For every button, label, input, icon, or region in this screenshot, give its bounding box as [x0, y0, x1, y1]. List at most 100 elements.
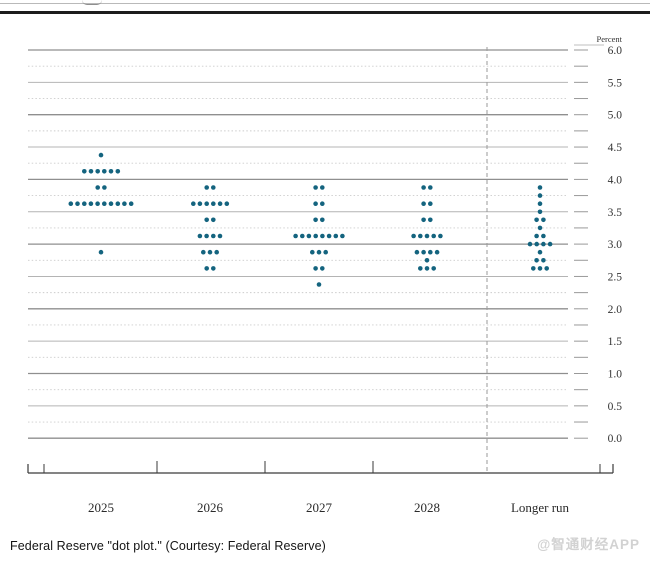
projection-dot: [424, 266, 430, 271]
x-category-label: 2025: [88, 500, 114, 515]
projection-dot: [102, 201, 107, 206]
projection-dot: [115, 201, 121, 206]
projection-dot: [122, 201, 127, 206]
x-category-label: 2027: [306, 500, 333, 515]
projection-dot: [527, 241, 533, 247]
projection-dot: [306, 233, 312, 239]
projection-dot: [421, 201, 426, 206]
projection-dot: [313, 217, 318, 223]
projection-dot: [411, 233, 416, 239]
projection-dot: [204, 266, 209, 271]
projection-dot: [541, 241, 546, 247]
projection-dot: [333, 233, 339, 239]
y-tick-label: 6.0: [608, 45, 623, 57]
projection-dot: [541, 233, 546, 239]
projection-dot: [128, 201, 134, 206]
top-thin-rule: [0, 3, 650, 4]
projection-dot: [108, 201, 114, 206]
projection-dot: [310, 249, 315, 255]
top-thick-rule: [0, 11, 650, 14]
projection-dot: [421, 185, 426, 190]
projection-dot: [201, 249, 206, 255]
y-tick-label: 2.0: [608, 304, 623, 316]
projection-dot: [316, 249, 322, 255]
projection-dot: [300, 233, 305, 239]
projection-dot: [68, 201, 74, 206]
y-tick-label: 3.0: [608, 239, 623, 251]
projection-dot: [211, 185, 216, 190]
top-scribble-mark: [82, 0, 102, 5]
projection-dot: [320, 266, 325, 271]
projection-dot: [544, 266, 549, 271]
projection-dot: [316, 282, 322, 287]
projection-dot: [537, 266, 543, 271]
y-tick-label: 1.5: [608, 336, 623, 348]
projection-dot: [534, 241, 539, 247]
x-category-label: 2026: [197, 500, 224, 515]
projection-dot: [320, 185, 325, 190]
projection-dot: [313, 185, 318, 190]
projection-dot: [204, 185, 209, 190]
y-gridlines: [28, 49, 588, 439]
projection-dot: [428, 217, 433, 223]
projection-dot: [418, 266, 423, 271]
projection-dot: [424, 258, 430, 263]
y-tick-labels: 6.0 5.5 5.0 4.5 4.0 3.5 3.0 2.5 2.0 1.5 1.0 0.5 0.0: [608, 45, 623, 445]
projection-dot: [428, 185, 433, 190]
projection-dot: [82, 201, 87, 206]
y-tick-label: 0.5: [608, 401, 623, 413]
y-axis-unit-label: Percent: [597, 34, 623, 44]
x-category-labels: 2025 2026 2027 2028 Longer run: [88, 500, 570, 515]
projection-dot: [197, 233, 203, 239]
projection-dot: [115, 169, 121, 174]
projection-dot: [421, 249, 426, 255]
projection-dot: [531, 266, 536, 271]
projection-dot: [313, 233, 319, 239]
projection-dot: [326, 233, 332, 239]
projection-dot: [320, 201, 325, 206]
projection-dot: [217, 201, 223, 206]
y-tick-label: 2.5: [608, 271, 623, 283]
dots-2025: [68, 152, 134, 255]
projection-dot: [98, 249, 104, 255]
projection-dot: [537, 185, 543, 190]
y-tick-label: 3.5: [608, 207, 623, 219]
projection-dot: [537, 193, 543, 198]
projection-dot: [421, 217, 426, 223]
projection-dot: [428, 201, 433, 206]
projection-dot: [95, 201, 100, 206]
y-tick-label: 4.0: [608, 174, 623, 186]
projection-dot: [211, 201, 216, 206]
projection-dot: [434, 249, 440, 255]
dots-2027: [293, 185, 345, 287]
projection-dot: [537, 209, 543, 215]
projection-dot: [534, 217, 539, 223]
projection-dot: [431, 233, 437, 239]
projection-dot: [224, 201, 230, 206]
y-tick-label: 0.0: [608, 433, 623, 445]
projection-dot: [108, 169, 114, 174]
projection-dot: [424, 233, 430, 239]
dots-longer-run: [527, 185, 553, 271]
dots-2028: [411, 185, 443, 271]
projection-dot: [534, 258, 539, 263]
y-tick-label: 5.0: [608, 110, 623, 122]
chart-caption: Federal Reserve "dot plot." (Courtesy: F…: [10, 539, 326, 553]
projection-dot: [204, 233, 209, 239]
projection-dot: [98, 152, 104, 158]
y-tick-label: 5.5: [608, 77, 623, 89]
projection-dot: [82, 169, 87, 174]
projection-dot: [211, 217, 216, 223]
projection-dot: [414, 249, 420, 255]
y-tick-label: 1.0: [608, 369, 623, 381]
projection-dot: [541, 217, 546, 223]
y-tick-label: 4.5: [608, 142, 623, 154]
projection-dot: [204, 217, 209, 223]
projection-dot: [313, 266, 318, 271]
projection-dot: [313, 201, 318, 206]
projection-dot: [197, 201, 203, 206]
dots-2026: [191, 185, 230, 271]
projection-dot: [547, 241, 553, 247]
projection-dot: [102, 169, 107, 174]
